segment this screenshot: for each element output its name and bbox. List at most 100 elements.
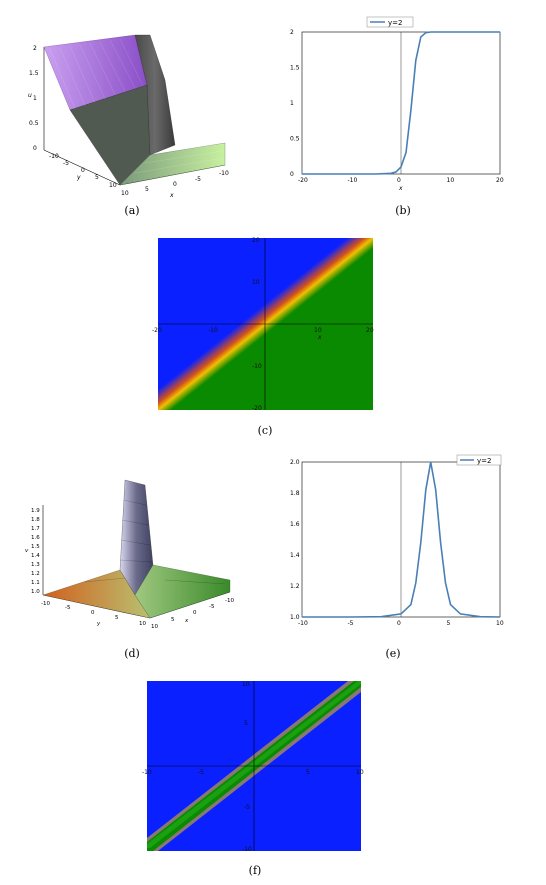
y-label-d: y [96,621,101,627]
z-label-d: v [25,548,29,554]
z-tick-d-8: 1.8 [31,517,40,523]
chart-b-y-tick: 0.5 [290,136,300,143]
x-label-a: x [169,192,174,199]
x-tick-f-3: 10 [356,769,364,776]
x-label-b: x [398,185,403,192]
chart-b-y-tick: 0 [290,171,294,178]
y-tick-a-4: 10 [109,182,117,189]
x-tick-c-3: 20 [366,327,374,334]
surface-plot-d: 1.9 1.8 1.7 1.6 1.5 1.4 1.3 1.2 1.1 1.0 … [25,470,250,635]
x-tick-a-3: -5 [195,176,201,183]
legend-b: y=2 [388,19,402,27]
chart-b-y-tick: 1.5 [290,65,300,72]
y-tick-c-3: -20 [252,405,262,412]
y-tick-d-2: 0 [91,610,95,616]
heatmap-f-svg: -10 -5 5 10 10 5 -5 -10 [142,681,364,853]
chart-e-x-tick: 10 [496,620,504,627]
x-label-d: x [184,618,189,624]
z-tick-a-1.5: 1.5 [29,70,39,77]
x-tick-f-2: 5 [306,769,310,776]
line-chart-b-svg: -20 -10 0 10 20 0 0.5 1 1.5 2 y=2 x [290,16,504,192]
z-tick-a-0.5: 0.5 [29,120,39,127]
x-tick-f-0: -10 [142,769,152,776]
y-tick-f-2: -5 [244,804,250,811]
y-label-a: y [76,174,81,181]
y-tick-c-0: 20 [252,237,260,244]
x-tick-d-2: 0 [193,610,197,616]
x-tick-c-0: -20 [152,327,162,334]
x-tick-a-4: -10 [219,170,229,177]
z-tick-d-3: 1.3 [31,562,40,568]
z-label-a: u [28,92,32,99]
x-tick-d-4: -10 [225,598,234,604]
y-tick-d-1: -5 [65,605,71,611]
y-tick-d-4: 10 [139,621,146,627]
chart-b-x-tick: -20 [298,177,308,184]
line-chart-e: -10 -5 0 5 10 1.0 1.2 1.4 1.6 1.8 2.0 y=2 [275,452,515,632]
heatmap-c-svg: -20 -10 10 20 x 20 10 -10 -20 [152,237,374,412]
caption-a: (a) [124,204,140,217]
y-tick-f-1: 5 [244,720,248,727]
series-line-e [302,461,501,618]
z-tick-d-0: 1.0 [31,589,40,595]
surface-plot-a: 2 1.5 1 0.5 0 u -10 -5 0 5 10 y 10 5 0 -… [25,25,245,200]
surface-d-svg: 1.9 1.8 1.7 1.6 1.5 1.4 1.3 1.2 1.1 1.0 … [25,479,234,630]
heatmap-f: -10 -5 5 10 10 5 -5 -10 [140,678,370,858]
chart-e-x-tick: 5 [447,620,451,627]
z-tick-a-1: 1 [33,95,37,102]
x-tick-c-2: 10 [314,327,322,334]
z-tick-d-5: 1.5 [31,544,40,550]
z-tick-d-9: 1.9 [31,508,40,514]
line-chart-e-svg: -10 -5 0 5 10 1.0 1.2 1.4 1.6 1.8 2.0 y=2 [290,454,504,627]
z-tick-d-4: 1.4 [31,553,40,559]
x-tick-d-3: -5 [209,604,215,610]
chart-b-x-tick: 10 [447,177,455,184]
chart-e-x-tick: -10 [298,620,308,627]
y-tick-d-0: -10 [41,601,50,607]
z-tick-a-2: 2 [33,45,37,52]
chart-e-y-tick: 2.0 [290,459,300,466]
chart-e-x-tick: 0 [397,620,401,627]
caption-e: (e) [385,647,401,660]
chart-b-y-tick: 1 [290,100,294,107]
z-tick-d-2: 1.2 [31,571,40,577]
z-tick-d-1: 1.1 [31,580,40,586]
y-tick-f-0: 10 [242,681,250,688]
series-line-b [302,31,500,175]
x-tick-a-0: 10 [121,190,129,197]
y-tick-c-2: -10 [252,363,262,370]
chart-e-y-tick: 1.8 [290,490,300,497]
y-tick-f-3: -10 [242,846,252,853]
caption-d: (d) [124,647,140,660]
y-tick-c-1: 10 [252,279,260,286]
y-tick-a-2: 0 [81,167,85,174]
x-tick-d-1: 5 [171,617,175,623]
z-tick-d-6: 1.6 [31,535,40,541]
caption-b: (b) [395,204,411,217]
caption-c: (c) [257,424,273,437]
y-tick-a-0: -10 [49,153,59,160]
z-tick-a-0: 0 [33,145,37,152]
chart-b-x-tick: -10 [348,177,358,184]
y-tick-a-1: -5 [63,160,69,167]
z-tick-d-7: 1.7 [31,526,40,532]
legend-e: y=2 [477,457,491,465]
y-tick-d-3: 5 [115,615,119,621]
chart-b-x-tick: 0 [397,177,401,184]
chart-e-y-tick: 1.2 [290,583,300,590]
x-tick-c-1: -10 [208,327,218,334]
x-tick-a-2: 0 [173,181,177,188]
chart-e-x-tick: -5 [348,620,354,627]
chart-e-y-tick: 1.4 [290,552,300,559]
chart-e-y-tick: 1.0 [290,614,300,621]
y-tick-a-3: 5 [95,174,99,181]
chart-e-y-tick: 1.6 [290,521,300,528]
x-tick-d-0: 10 [151,624,158,630]
x-label-c: x [317,334,322,341]
caption-f: (f) [248,864,262,877]
surface-a-svg: 2 1.5 1 0.5 0 u -10 -5 0 5 10 y 10 5 0 -… [28,34,229,199]
heatmap-c: -20 -10 10 20 x 20 10 -10 -20 [150,232,380,417]
chart-b-x-tick: 20 [496,177,504,184]
x-tick-a-1: 5 [145,186,149,193]
x-tick-f-1: -5 [198,769,204,776]
